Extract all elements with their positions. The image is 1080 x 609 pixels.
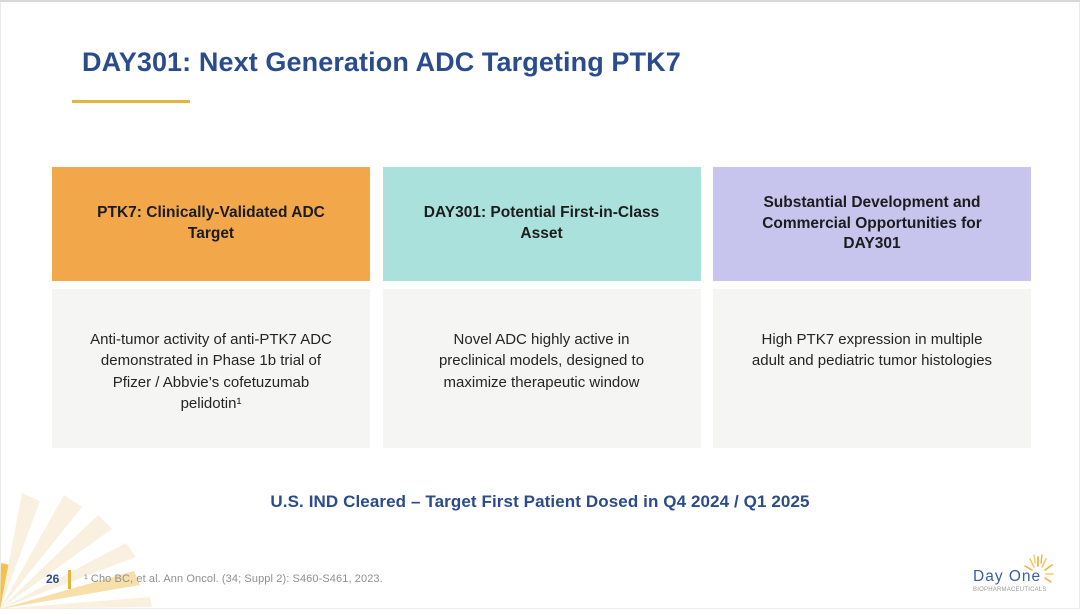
page-title: DAY301: Next Generation ADC Targeting PT… (82, 47, 681, 77)
column-body: Novel ADC highly active in preclinical m… (382, 289, 701, 448)
ind-status-statement: U.S. IND Cleared – Target First Patient … (270, 492, 810, 511)
logo-wordmark: Day One (973, 568, 1042, 585)
page-number: 26 (46, 572, 60, 586)
column-header: Substantial Development and Commercial O… (713, 167, 1031, 281)
column-header-text: PTK7: Clinically-Validated ADC Target (97, 204, 325, 242)
footnote-citation: ¹ Cho BC, et al. Ann Oncol. (34; Suppl 2… (84, 573, 383, 585)
column-header-text: DAY301: Potential First-in-Class Asset (423, 204, 660, 242)
column-header: DAY301: Potential First-in-Class Asset (382, 167, 701, 281)
column-body-text: Novel ADC highly active in preclinical m… (438, 331, 645, 391)
sunburst-icon (1024, 554, 1054, 583)
company-logo: Day One BIOPHARMACEUTICALS (973, 554, 1058, 593)
column-body-text: Anti-tumor activity of anti-PTK7 ADC dem… (90, 331, 332, 412)
column-body: High PTK7 expression in multiple adult a… (713, 289, 1031, 448)
column-first-in-class: DAY301: Potential First-in-Class Asset N… (382, 167, 701, 448)
title-underline (72, 100, 190, 103)
column-header-text: Substantial Development and Commercial O… (762, 193, 982, 253)
column-ptk7-target: PTK7: Clinically-Validated ADC Target An… (52, 167, 370, 448)
column-opportunities: Substantial Development and Commercial O… (713, 167, 1031, 448)
column-body: Anti-tumor activity of anti-PTK7 ADC dem… (52, 289, 370, 448)
logo-subtext: BIOPHARMACEUTICALS (973, 587, 1047, 593)
columns-container: PTK7: Clinically-Validated ADC Target An… (52, 167, 1031, 448)
footer-divider (68, 570, 71, 589)
column-header: PTK7: Clinically-Validated ADC Target (52, 167, 370, 281)
column-body-text: High PTK7 expression in multiple adult a… (751, 331, 993, 370)
